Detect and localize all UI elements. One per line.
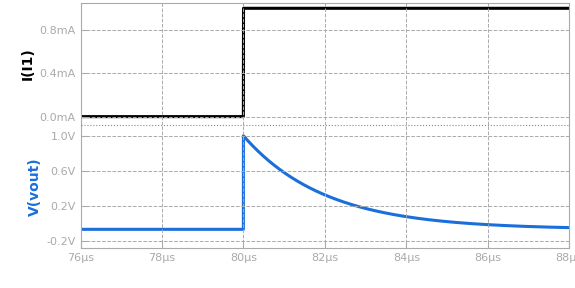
Y-axis label: V(vout): V(vout) xyxy=(28,157,42,216)
Y-axis label: I(I1): I(I1) xyxy=(21,48,35,80)
